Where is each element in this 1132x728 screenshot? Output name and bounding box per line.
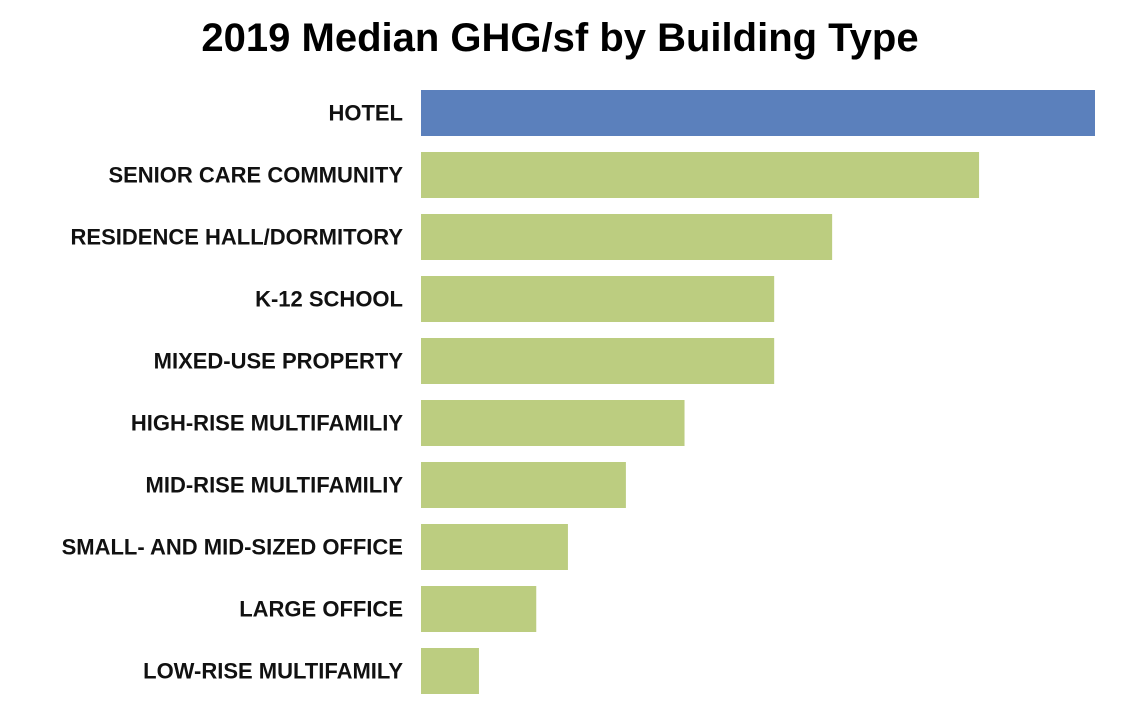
bar-small-and-mid-sized-office — [421, 524, 568, 570]
bar-mid-rise-multifamiliy — [421, 462, 626, 508]
chart-title: 2019 Median GHG/sf by Building Type — [201, 16, 919, 60]
bar-low-rise-multifamily — [421, 648, 479, 694]
category-label-large-office: LARGE OFFICE — [239, 597, 403, 622]
bar-k-12-school — [421, 276, 775, 322]
bar-senior-care-community — [421, 152, 980, 198]
category-label-senior-care-community: SENIOR CARE COMMUNITY — [108, 163, 403, 188]
category-label-k-12-school: K-12 SCHOOL — [255, 287, 403, 312]
category-label-hotel: HOTEL — [328, 101, 403, 126]
bar-residence-hall-dormitory — [421, 214, 833, 260]
bar-hotel — [421, 90, 1095, 136]
category-label-high-rise-multifamiliy: HIGH-RISE MULTIFAMILIY — [131, 411, 403, 436]
category-label-low-rise-multifamily: LOW-RISE MULTIFAMILY — [143, 659, 403, 684]
category-label-mid-rise-multifamiliy: MID-RISE MULTIFAMILIY — [146, 473, 404, 498]
category-label-residence-hall-dormitory: RESIDENCE HALL/DORMITORY — [71, 225, 404, 250]
category-label-small-and-mid-sized-office: SMALL- AND MID-SIZED OFFICE — [62, 535, 403, 560]
bar-high-rise-multifamiliy — [421, 400, 685, 446]
bar-mixed-use-property — [421, 338, 775, 384]
category-label-mixed-use-property: MIXED-USE PROPERTY — [154, 349, 404, 374]
bar-large-office — [421, 586, 537, 632]
